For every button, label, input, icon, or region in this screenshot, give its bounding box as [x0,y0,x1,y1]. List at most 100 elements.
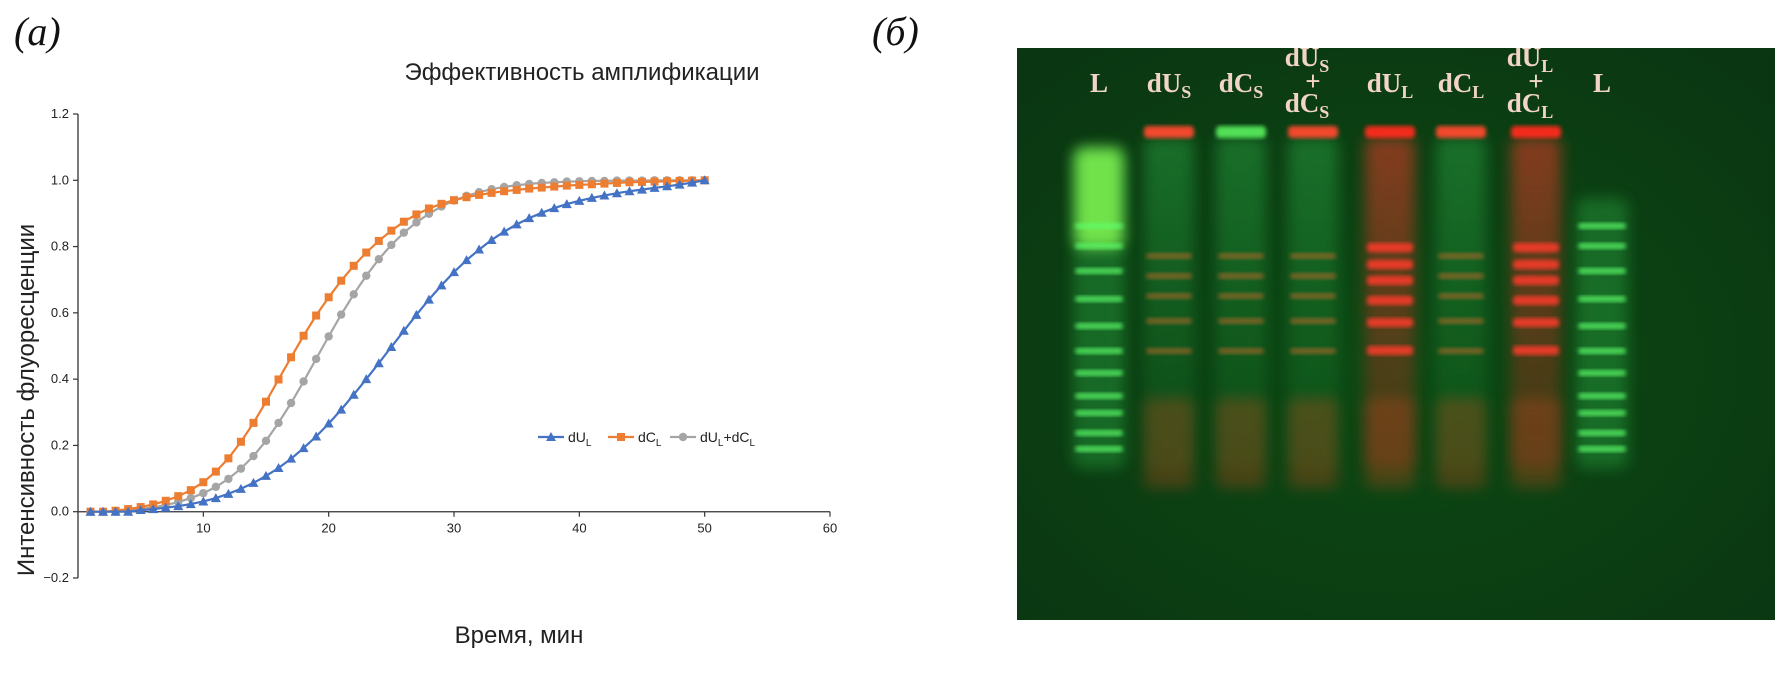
gel-lane-2: dCS [1216,68,1266,488]
lower-smear [1216,398,1266,488]
product-band [1218,348,1264,354]
legend-marker [546,432,556,441]
ladder-band [1578,323,1626,329]
gel-well [1511,126,1561,138]
x-tick-label: 40 [572,521,586,536]
series-0 [85,175,710,516]
lane-label: L [1090,68,1108,98]
data-point [637,184,647,194]
lane-label: L [1593,68,1611,98]
data-point [236,464,246,473]
data-point [148,504,159,514]
ladder-band [1578,393,1626,399]
data-point [387,226,396,235]
data-point [286,398,296,408]
y-tick-label: 0.0 [51,504,69,519]
y-axis-label: Интенсивность флуоресценции [13,224,40,576]
data-point [399,217,408,226]
data-point [349,261,358,270]
data-point [160,502,171,512]
lane-top-glow [1075,148,1123,248]
product-band [1438,293,1484,299]
data-point [423,294,434,304]
ladder-band [1075,243,1123,249]
data-point [311,354,321,364]
data-point [211,482,221,492]
data-point [261,436,271,445]
ladder-band [1578,223,1626,229]
lane-label: dUL [1367,68,1414,102]
lower-smear [1144,398,1194,488]
panel-label-b: (б) [872,9,919,54]
data-point [186,486,195,495]
product-band [1367,346,1413,355]
data-point [337,276,346,285]
data-point [98,506,109,516]
data-point [386,341,397,351]
series-group [85,175,710,516]
legend-label: dCL [638,429,662,449]
x-tick-label: 50 [697,521,711,536]
lane-label: dUS [1147,68,1192,102]
data-point [249,418,258,427]
y-tick-label: 0.4 [51,371,69,386]
y-tick-label: 0.2 [51,437,69,452]
ladder-band [1578,348,1626,354]
product-band [1146,293,1192,299]
lane-smear [1288,138,1338,468]
product-band [1513,243,1559,252]
data-point [674,179,685,189]
data-point [450,196,458,205]
data-point [424,204,433,213]
data-point [373,358,384,368]
data-point [173,501,184,511]
data-point [462,193,471,202]
product-band [1513,260,1559,269]
y-tick-label: 1.2 [51,106,69,121]
ladder-band [1578,268,1626,274]
data-point [85,506,96,516]
series-line [90,179,705,513]
ladder-band [1075,323,1123,329]
data-point [235,483,246,493]
data-point [562,181,571,190]
product-band [1367,260,1413,269]
data-point [261,470,271,480]
gel-well [1216,126,1266,138]
data-point [561,199,572,209]
data-point [649,182,660,192]
gel-lane-6: dUL+ dCL [1507,48,1561,488]
data-point [312,311,321,320]
data-point [624,186,635,196]
product-band [1290,253,1336,259]
data-point [110,506,121,516]
lower-smear [1288,398,1338,488]
gel-lane-0: L [1073,68,1125,468]
data-point [374,254,383,264]
data-point [512,185,521,194]
data-point [274,418,283,428]
gel-lane-3: dUS+ dCS [1285,48,1338,488]
product-band [1438,318,1484,324]
legend-marker [617,433,625,441]
data-point [412,218,421,227]
amplification-chart: Эффективность амплификации Время, мин Ин… [13,59,837,649]
data-point [211,467,220,476]
data-point [486,234,497,244]
data-point [625,178,634,187]
lower-smear [1436,398,1486,488]
axes-group: −0.2 0.0 0.2 0.4 0.6 0.8 1.0 1.2 10 20 30 40 50 60 [43,106,837,585]
product-band [1218,253,1264,259]
product-band [1146,348,1192,354]
data-point [436,280,447,290]
gel-well [1144,126,1194,138]
data-point [500,187,509,196]
legend-label: dUL [568,429,592,449]
data-point [199,478,208,487]
product-band [1146,273,1192,279]
data-point [324,293,333,302]
data-point [174,492,183,501]
ladder-band [1075,393,1123,399]
chart-title: Эффективность амплификации [404,59,759,86]
